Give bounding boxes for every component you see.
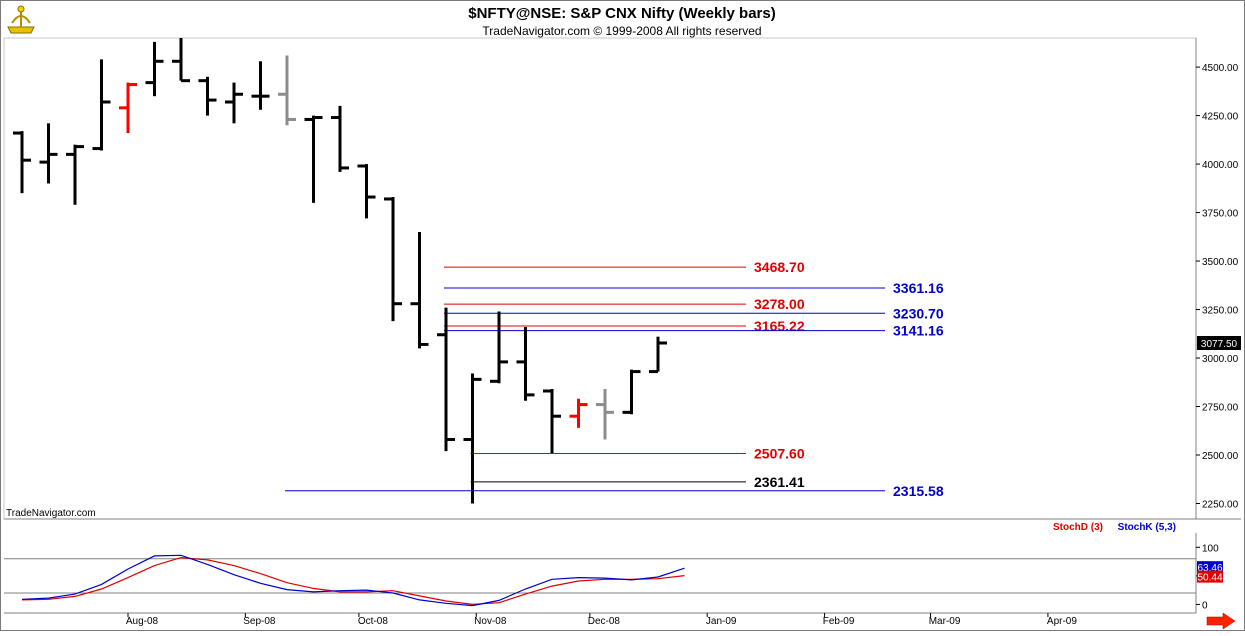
ohlc-bar — [384, 197, 402, 322]
price-tick-label: 4250.00 — [1202, 112, 1239, 123]
level-label: 2507.60 — [754, 446, 805, 462]
time-tick-label: Oct-08 — [358, 616, 388, 627]
right-arrow-icon[interactable] — [1206, 612, 1236, 630]
stoch-k-badge — [1197, 561, 1223, 574]
legend-stoch-d: StochD (3) — [1053, 522, 1103, 533]
level-label: 2361.41 — [754, 474, 805, 490]
last-price-label: 3077.50 — [1201, 339, 1238, 350]
ohlc-bar — [39, 123, 58, 184]
ohlc-bar — [198, 76, 217, 116]
price-tick-label: 4000.00 — [1202, 160, 1239, 171]
time-tick-label: Nov-08 — [474, 616, 507, 627]
level-label: 2315.58 — [893, 483, 944, 499]
price-tick-label: 2250.00 — [1202, 499, 1239, 510]
stoch-d-line — [21, 556, 685, 606]
sextant-logo-icon[interactable] — [7, 5, 35, 34]
watermark-text: TradeNavigator.com — [6, 508, 96, 519]
time-tick-label: Feb-09 — [823, 616, 855, 627]
price-tick-label: 2500.00 — [1202, 451, 1239, 462]
price-tick-label: 2750.00 — [1202, 403, 1239, 414]
ohlc-bar — [304, 115, 323, 203]
time-tick-label: Dec-08 — [588, 616, 621, 627]
ohlc-bar — [357, 164, 376, 219]
ohlc-bar — [66, 144, 84, 205]
price-tick-label: 3750.00 — [1202, 209, 1239, 220]
ohlc-bar — [569, 398, 588, 428]
ohlc-bar — [622, 369, 641, 415]
ohlc-bar — [463, 373, 482, 504]
stoch-tick-label: 0 — [1202, 600, 1208, 611]
time-tick-label: Mar-09 — [929, 616, 961, 627]
ohlc-bar — [490, 311, 508, 384]
stoch-k-line — [21, 554, 685, 607]
level-label: 3361.16 — [893, 280, 944, 296]
level-label: 3278.00 — [754, 296, 805, 312]
price-panel-frame — [3, 37, 1197, 520]
ohlc-bar — [92, 59, 111, 151]
ohlc-bar — [145, 41, 164, 97]
price-tick-label: 3500.00 — [1202, 257, 1239, 268]
level-label: 3165.22 — [754, 318, 805, 334]
stoch-d-value: 50.44 — [1197, 573, 1222, 584]
price-tick-label: 4500.00 — [1202, 63, 1239, 74]
legend-stoch-k: StochK (5,3) — [1118, 522, 1176, 533]
level-label: 3141.16 — [893, 323, 944, 339]
price-panel: 3468.70 3361.16 3278.00 3230.70 3165.22 3141.… — [3, 37, 1241, 520]
level-label: 3468.70 — [754, 259, 805, 275]
chart-title: $NFTY@NSE: S&P CNX Nifty (Weekly bars) — [468, 5, 775, 22]
ohlc-bar — [543, 389, 561, 454]
ohlc-bar — [410, 231, 429, 349]
price-tick-label: 3250.00 — [1202, 306, 1239, 317]
ohlc-bar — [649, 336, 667, 374]
level-label: 3230.70 — [893, 305, 944, 321]
stoch-d-badge — [1197, 570, 1223, 583]
ohlc-bar — [119, 82, 137, 134]
ohlc-bar — [596, 389, 614, 440]
stoch-k-value: 63.46 — [1197, 563, 1222, 574]
price-tick-label: 3000.00 — [1202, 354, 1239, 365]
time-tick-label: Jan-09 — [706, 616, 737, 627]
time-tick-label: Aug-08 — [126, 616, 159, 627]
time-axis: Aug-08 Sep-08 Oct-08 Nov-08 Dec-08 Jan-09 Feb-… — [4, 612, 1196, 627]
ohlc-bar — [172, 38, 190, 83]
copyright-text: TradeNavigator.com © 1999-2008 All right… — [482, 24, 761, 38]
ohlc-bar — [278, 55, 296, 126]
stoch-tick-label: 100 — [1202, 543, 1219, 554]
ohlc-bar — [437, 307, 455, 452]
ohlc-bar — [331, 105, 349, 172]
ohlc-bar — [13, 131, 31, 194]
ohlc-bar — [516, 326, 535, 401]
last-price-badge — [1197, 335, 1241, 350]
ohlc-bar — [251, 61, 270, 110]
time-tick-label: Sep-08 — [243, 616, 276, 627]
ohlc-bar — [225, 82, 243, 124]
time-tick-label: Apr-09 — [1047, 616, 1077, 627]
